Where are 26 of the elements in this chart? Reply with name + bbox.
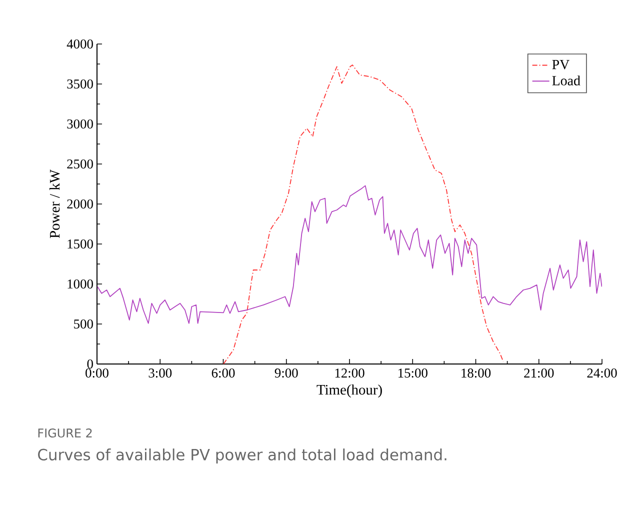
y-tick-label: 3500 bbox=[67, 79, 93, 89]
y-tick-label: 2000 bbox=[67, 199, 93, 209]
caption: FIGURE 2 bbox=[38, 428, 92, 438]
x-tick-label: 18:00 bbox=[462, 368, 491, 378]
x-tick-label: 3:00 bbox=[148, 368, 172, 378]
legend-label: PV bbox=[552, 60, 570, 70]
x-axis-title: Time(hour) bbox=[316, 384, 382, 398]
line-series bbox=[223, 64, 504, 364]
y-tick-label: 1500 bbox=[68, 239, 93, 249]
x-tick-label: 21:00 bbox=[524, 368, 554, 378]
y-axis-title: Power / kW bbox=[49, 170, 60, 238]
x-tick-label: 6:00 bbox=[212, 368, 235, 378]
x-tick-label: 15:00 bbox=[398, 368, 428, 378]
y-tick-label: 3000 bbox=[67, 119, 93, 129]
x-tick-label: 9:00 bbox=[274, 368, 298, 378]
y-tick-label: 4000 bbox=[66, 39, 93, 49]
x-tick-label: 24:00 bbox=[587, 368, 617, 378]
y-tick-label: 500 bbox=[74, 319, 93, 329]
legend-label: Load bbox=[552, 76, 580, 86]
y-tick-label: 1000 bbox=[68, 279, 93, 289]
y-tick-label: 0 bbox=[87, 359, 93, 369]
text: Curves of available PV power and total load demand. bbox=[38, 448, 446, 464]
x-tick-label: 12:00 bbox=[335, 368, 364, 378]
line-series bbox=[97, 185, 602, 324]
x-tick-label: 0:00 bbox=[86, 368, 108, 378]
y-tick-label: 2500 bbox=[67, 159, 93, 169]
